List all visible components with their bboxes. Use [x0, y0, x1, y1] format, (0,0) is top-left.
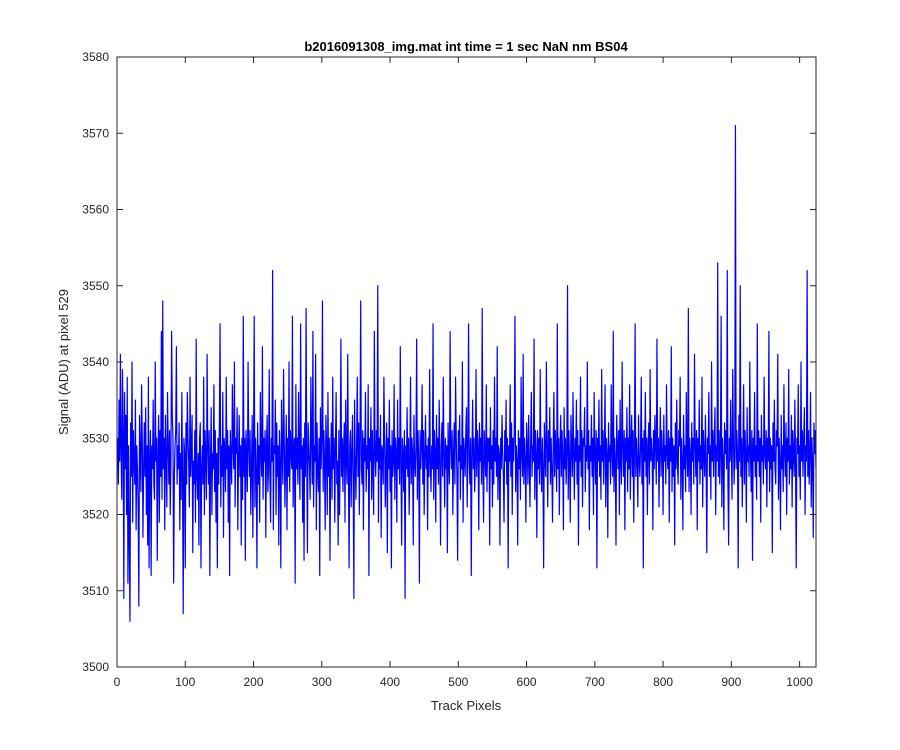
chart-title: b2016091308_img.mat int time = 1 sec NaN… — [304, 39, 628, 54]
y-axis-title: Signal (ADU) at pixel 529 — [56, 289, 71, 435]
x-tick-label: 0 — [114, 675, 121, 689]
y-tick-label: 3500 — [82, 660, 109, 674]
y-tick-label: 3550 — [82, 279, 109, 293]
x-tick-label: 600 — [517, 675, 537, 689]
y-tick-label: 3510 — [82, 584, 109, 598]
y-tick-label: 3520 — [82, 508, 109, 522]
x-tick-label: 300 — [312, 675, 332, 689]
series-line-0 — [117, 125, 816, 622]
x-tick-label: 100 — [175, 675, 195, 689]
plot-area — [117, 57, 816, 667]
x-tick-label: 900 — [721, 675, 741, 689]
y-tick-label: 3560 — [82, 203, 109, 217]
x-tick-label: 1000 — [786, 675, 813, 689]
y-tick-label: 3540 — [82, 355, 109, 369]
x-tick-label: 800 — [653, 675, 673, 689]
y-tick-label: 3570 — [82, 126, 109, 140]
x-tick-label: 400 — [380, 675, 400, 689]
x-tick-label: 200 — [244, 675, 264, 689]
y-tick-label: 3580 — [82, 50, 109, 64]
x-tick-label: 500 — [448, 675, 468, 689]
x-axis-title: Track Pixels — [431, 698, 502, 713]
x-axis: 0 100 200 300 400 500 600 700 800 900 1000 — [114, 57, 813, 689]
x-tick-label: 700 — [585, 675, 605, 689]
series-layer — [117, 125, 816, 622]
y-tick-label: 3530 — [82, 431, 109, 445]
y-axis: 3500 3510 3520 3530 3540 3550 3560 3570 3580 — [82, 50, 816, 674]
